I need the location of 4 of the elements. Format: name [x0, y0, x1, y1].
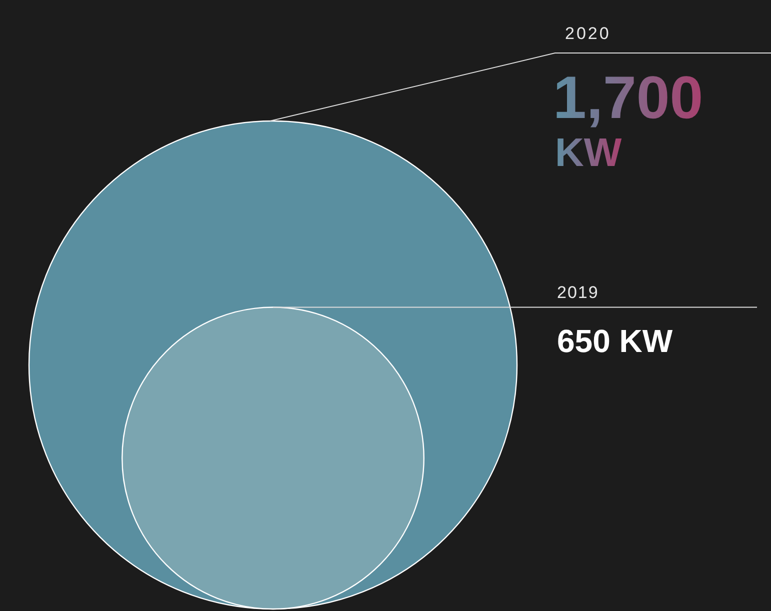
- data-label: 1,700 KW: [553, 64, 704, 175]
- category-label: 2019: [557, 283, 599, 302]
- data-label: 650 KW: [557, 323, 674, 360]
- category-label: 2020: [565, 24, 611, 43]
